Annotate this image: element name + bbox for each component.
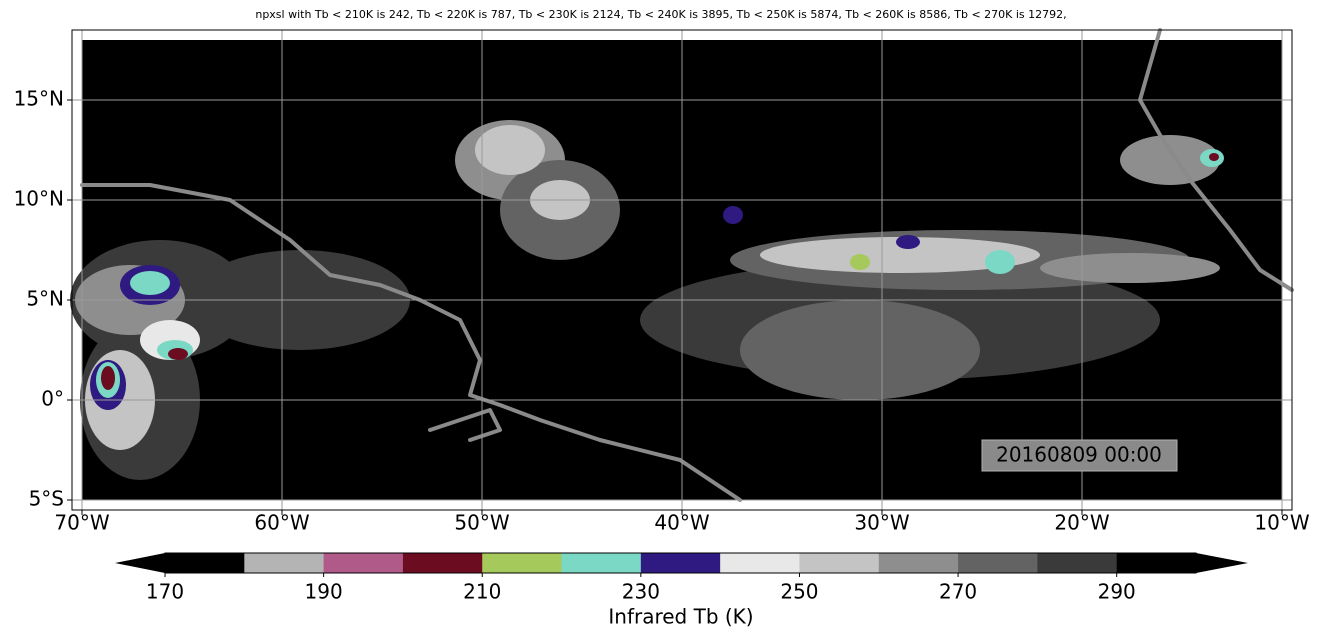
timestamp: 20160809 00:00	[996, 443, 1162, 467]
colorbar-tick-label: 250	[780, 580, 818, 604]
colorbar-tick-label: 270	[939, 580, 977, 604]
coast-line	[80, 183, 742, 502]
timestamp-box	[981, 439, 1178, 472]
colorbar-bin	[402, 553, 483, 573]
coast-line	[428, 408, 502, 442]
colorbar-tick-label: 190	[305, 580, 343, 604]
y-tick-label: 10°N	[14, 187, 64, 211]
colorbar-bin	[720, 553, 800, 573]
cloud	[475, 125, 545, 175]
cloud	[850, 254, 870, 270]
cloud	[168, 348, 188, 360]
colorbar-extend	[1196, 553, 1248, 573]
colorbar-bin	[799, 553, 880, 573]
x-tick-label: 30°W	[854, 511, 909, 535]
cloud	[1040, 253, 1220, 283]
cloud	[896, 235, 920, 249]
y-tick-label: 15°N	[14, 87, 64, 111]
cloud	[1209, 153, 1219, 161]
colorbar-tick-label: 230	[622, 580, 660, 604]
colorbar-bin	[244, 553, 325, 573]
y-tick-label: 5°S	[29, 487, 64, 511]
colorbar-bin	[640, 553, 721, 573]
x-tick-label: 70°W	[54, 511, 109, 535]
cloud	[1120, 135, 1220, 185]
x-tick-label: 60°W	[254, 511, 309, 535]
colorbar-bin	[1037, 553, 1118, 573]
cloud	[740, 300, 980, 400]
x-tick-label: 10°W	[1254, 511, 1309, 535]
cloud	[985, 250, 1015, 274]
y-tick-label: 5°N	[26, 287, 64, 311]
colorbar-bin	[878, 553, 959, 573]
x-tick-label: 20°W	[1054, 511, 1109, 535]
cloud	[101, 366, 115, 390]
cloud-field	[70, 120, 1224, 480]
colorbar-bin	[165, 553, 245, 573]
cloud	[130, 271, 170, 295]
cloud	[760, 237, 1040, 273]
colorbar-tick-label: 210	[463, 580, 501, 604]
title: npxsl with Tb < 210K is 242, Tb < 220K i…	[255, 8, 1066, 21]
colorbar-tick-label: 170	[146, 580, 184, 604]
y-tick-label: 0°	[41, 387, 64, 411]
colorbar-frame	[164, 552, 1197, 574]
x-tick-label: 40°W	[654, 511, 709, 535]
colorbar-extend	[115, 553, 165, 573]
colorbar-bin	[958, 553, 1038, 573]
colorbar-bin	[482, 553, 563, 573]
colorbar-bin	[561, 553, 642, 573]
colorbar-tick-label: 290	[1098, 580, 1136, 604]
colorbar-bin	[1116, 553, 1197, 573]
colorbar-bin	[323, 553, 404, 573]
cloud	[723, 206, 743, 224]
x-tick-label: 50°W	[454, 511, 509, 535]
colorbar-label: Infrared Tb (K)	[608, 605, 753, 629]
